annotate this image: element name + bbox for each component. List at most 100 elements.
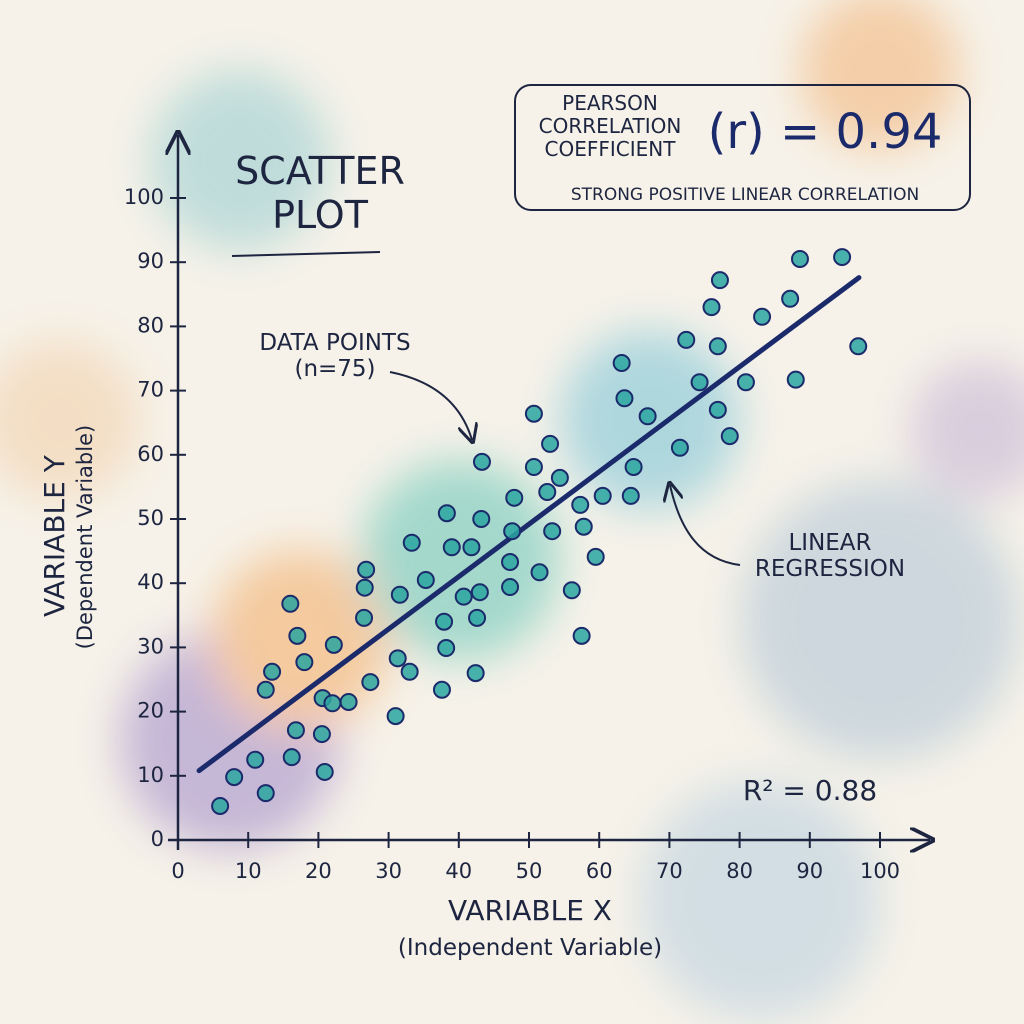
data-point [281, 594, 300, 613]
data-point [416, 570, 435, 589]
data-point [849, 337, 868, 356]
data-point [708, 400, 727, 419]
y-tick-label: 0 [151, 827, 164, 851]
data-point [790, 249, 809, 268]
x-axis-title: VARIABLE X [448, 894, 612, 927]
data-point [386, 707, 405, 726]
y-axis-title: VARIABLE Y [37, 455, 71, 618]
y-tick-label: 70 [137, 378, 164, 402]
data-point [437, 639, 456, 658]
y-tick-label: 90 [137, 249, 164, 273]
data-point [390, 585, 409, 604]
regression-line [196, 275, 862, 774]
data-point [543, 522, 562, 541]
pearson-value: (r) = 0.94 [707, 104, 943, 160]
data-point [690, 373, 709, 392]
points-label: DATA POINTS (n=75) [259, 330, 411, 383]
data-point [538, 483, 557, 502]
data-point [615, 389, 634, 408]
data-point [753, 307, 772, 326]
y-axis-subtitle: (Dependent Variable) [72, 424, 97, 650]
data-point [670, 438, 689, 457]
data-point [400, 662, 419, 681]
data-point [833, 248, 852, 267]
data-point [315, 762, 334, 781]
data-point [710, 271, 729, 290]
data-point [677, 330, 696, 349]
x-tick-label: 100 [860, 859, 900, 883]
data-point [586, 547, 605, 566]
data-point [357, 560, 376, 579]
data-point [462, 538, 481, 557]
x-tick-label: 50 [516, 859, 543, 883]
data-point [324, 635, 343, 654]
data-point [624, 457, 643, 476]
data-point [211, 796, 230, 815]
data-point [781, 289, 800, 308]
data-point [402, 533, 421, 552]
x-tick-label: 70 [656, 859, 683, 883]
x-tick-label: 90 [796, 859, 823, 883]
data-point [246, 750, 265, 769]
data-point [501, 578, 520, 597]
data-point [572, 626, 591, 645]
arrow [389, 371, 472, 440]
data-point [550, 468, 569, 487]
x-tick-label: 10 [235, 859, 262, 883]
data-point [225, 768, 244, 787]
data-point [468, 608, 487, 627]
data-point [472, 452, 491, 471]
data-point [312, 725, 331, 744]
data-point [286, 721, 305, 740]
data-point [388, 649, 407, 668]
data-point [472, 510, 491, 528]
data-point [454, 587, 473, 606]
x-tick-label: 0 [171, 859, 184, 883]
data-point [612, 353, 631, 372]
data-point [355, 608, 374, 627]
y-tick-label: 30 [137, 634, 164, 658]
data-point [503, 522, 522, 541]
arrow [670, 485, 741, 566]
x-tick-label: 40 [445, 859, 472, 883]
data-point [505, 488, 524, 507]
data-point [574, 517, 593, 536]
x-axis-subtitle: (Independent Variable) [397, 935, 663, 961]
data-point [524, 404, 543, 423]
data-point [501, 553, 520, 572]
data-point [562, 581, 581, 600]
data-point [288, 626, 307, 645]
data-point [541, 434, 560, 453]
data-point [432, 680, 451, 699]
data-point [720, 427, 739, 446]
pearson-label: PEARSON CORRELATION COEFFICIENT [538, 91, 682, 161]
data-point [524, 457, 543, 476]
data-point [638, 407, 657, 426]
regression-label: LINEAR REGRESSION [754, 530, 906, 583]
data-point [435, 612, 454, 631]
data-point [621, 486, 640, 505]
chart-title: SCATTER PLOT [235, 149, 405, 237]
data-point [708, 337, 727, 356]
y-tick-label: 20 [137, 699, 164, 723]
data-point [702, 298, 721, 317]
data-point [295, 653, 314, 672]
y-tick-label: 100 [124, 185, 164, 209]
x-tick-label: 80 [726, 859, 753, 883]
y-tick-label: 40 [137, 570, 164, 594]
data-point [437, 504, 456, 523]
x-tick-label: 30 [375, 859, 402, 883]
x-tick-label: 60 [586, 859, 613, 883]
data-point [355, 578, 374, 597]
data-point [323, 694, 342, 713]
x-tick-label: 20 [305, 859, 332, 883]
y-tick-label: 80 [137, 313, 164, 337]
y-tick-label: 50 [137, 506, 164, 530]
data-point [593, 486, 612, 505]
data-point [442, 538, 461, 557]
data-point [470, 583, 489, 602]
underline [231, 251, 381, 257]
data-point [571, 495, 590, 514]
pearson-note: STRONG POSITIVE LINEAR CORRELATION [570, 185, 920, 205]
